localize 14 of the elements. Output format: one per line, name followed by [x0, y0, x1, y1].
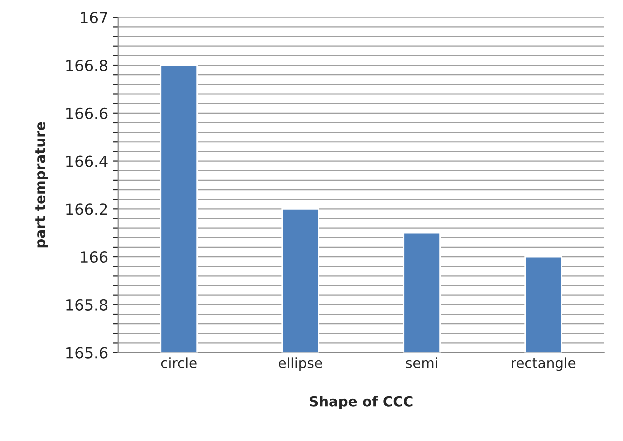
x-tick-label: rectangle: [512, 358, 576, 372]
y-tick-label: 167: [81, 12, 108, 24]
y-tick-label: 166.6: [66, 108, 108, 120]
y-tick-label: 166.4: [66, 156, 108, 168]
x-tick-label: ellipse: [279, 358, 322, 372]
x-axis-title: Shape of CCC: [310, 396, 413, 410]
y-tick-label: 166.8: [66, 60, 108, 72]
y-tick-label: 166: [81, 252, 108, 264]
x-tick-label: circle: [161, 358, 197, 368]
y-tick-label: 165.8: [66, 299, 108, 311]
y-tick-label: 165.6: [66, 347, 108, 359]
y-axis-title: part temprature: [36, 122, 48, 248]
x-tick-label: semi: [406, 358, 438, 368]
y-tick-label: 166.2: [66, 204, 108, 216]
